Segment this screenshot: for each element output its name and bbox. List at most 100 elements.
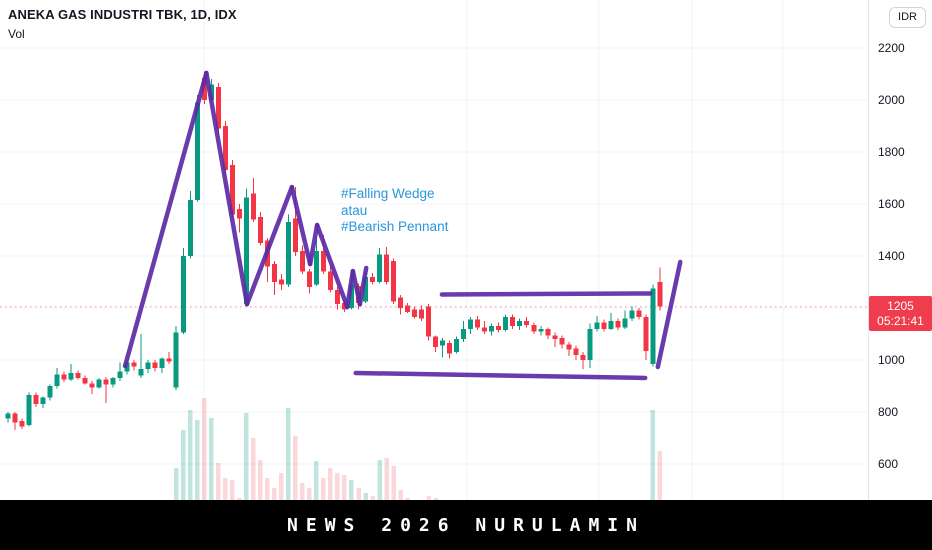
candle-body[interactable] (159, 358, 165, 368)
candle-body[interactable] (363, 276, 369, 302)
candle-body[interactable] (657, 282, 663, 307)
candle-body[interactable] (601, 322, 607, 329)
candle-body[interactable] (5, 413, 11, 419)
candle-body[interactable] (538, 328, 544, 332)
candle-body[interactable] (426, 306, 432, 337)
candle-body[interactable] (103, 379, 109, 385)
candle-body[interactable] (180, 256, 186, 333)
symbol-title[interactable]: ANEKA GAS INDUSTRI TBK, 1D, IDX (8, 7, 237, 22)
candle-body[interactable] (608, 321, 614, 329)
candle-body[interactable] (573, 348, 579, 355)
candle-body[interactable] (643, 317, 649, 351)
candle-body[interactable] (636, 310, 642, 318)
candle-body[interactable] (594, 322, 600, 329)
candle-body[interactable] (68, 373, 74, 380)
candle-body[interactable] (173, 332, 179, 388)
candle-body[interactable] (496, 326, 502, 331)
candle-body[interactable] (145, 362, 151, 370)
trendline[interactable] (439, 291, 653, 297)
trendline[interactable] (122, 70, 209, 369)
candle-body[interactable] (33, 395, 39, 405)
candle-body[interactable] (419, 309, 425, 319)
candle-body[interactable] (552, 335, 558, 340)
trendline[interactable] (289, 184, 313, 267)
candle-body[interactable] (348, 284, 354, 308)
candle-body[interactable] (475, 319, 481, 328)
candle-body[interactable] (433, 336, 439, 347)
candle-body[interactable] (412, 309, 418, 318)
candle-body[interactable] (299, 250, 305, 272)
candle-body[interactable] (166, 358, 172, 362)
candle-body[interactable] (391, 261, 397, 302)
currency-toggle-button[interactable]: IDR (889, 7, 926, 28)
candle-body[interactable] (524, 321, 530, 325)
candle-body[interactable] (215, 87, 221, 129)
candle-body[interactable] (54, 374, 60, 386)
candle-body[interactable] (124, 362, 130, 372)
price-axis[interactable]: 2200200018001600140012001000800600 (868, 0, 932, 500)
candle-body[interactable] (19, 421, 25, 427)
chart-annotation-text[interactable]: #Falling Wedge atau #Bearish Pennant (341, 186, 448, 236)
candle-body[interactable] (482, 327, 488, 332)
candle-body[interactable] (341, 302, 347, 310)
candle-body[interactable] (377, 254, 383, 282)
candle-body[interactable] (405, 305, 411, 312)
candle-body[interactable] (566, 344, 572, 350)
candle-body[interactable] (440, 340, 446, 346)
trendline[interactable] (314, 222, 350, 310)
candle-body[interactable] (461, 328, 467, 340)
candle-body[interactable] (489, 326, 495, 332)
trendline[interactable] (655, 259, 683, 370)
candle-body[interactable] (271, 263, 277, 282)
candle-body[interactable] (278, 279, 284, 285)
candle-body[interactable] (327, 271, 333, 290)
candle-body[interactable] (313, 250, 319, 285)
candle-body[interactable] (510, 317, 516, 327)
candle-body[interactable] (615, 321, 621, 328)
candle-body[interactable] (629, 310, 635, 319)
trendline[interactable] (357, 265, 369, 307)
candle-body[interactable] (12, 413, 18, 423)
candle-body[interactable] (622, 318, 628, 328)
candle-body[interactable] (306, 271, 312, 288)
candle-body[interactable] (194, 102, 200, 201)
candle-body[interactable] (26, 395, 32, 425)
candle-body[interactable] (40, 397, 46, 405)
candle-body[interactable] (545, 328, 551, 336)
trendline[interactable] (353, 370, 648, 381)
candle-body[interactable] (89, 383, 95, 388)
candle-body[interactable] (580, 354, 586, 360)
candle-body[interactable] (370, 276, 376, 282)
candle-body[interactable] (292, 218, 298, 253)
candle-body[interactable] (96, 379, 102, 388)
trendline[interactable] (204, 70, 250, 307)
candle-body[interactable] (229, 165, 235, 215)
candle-body[interactable] (384, 254, 390, 282)
candle-body[interactable] (152, 362, 158, 368)
candle-body[interactable] (75, 373, 81, 379)
candle-body[interactable] (187, 200, 193, 256)
trendline[interactable] (307, 222, 320, 267)
candle-body[interactable] (110, 378, 116, 385)
last-price-label[interactable]: 1205 05:21:41 (869, 296, 932, 331)
candle-body[interactable] (138, 369, 144, 376)
candle-body[interactable] (503, 317, 509, 331)
candle-body[interactable] (454, 339, 460, 353)
candle-body[interactable] (447, 343, 453, 354)
candle-body[interactable] (320, 250, 326, 272)
candle-body[interactable] (650, 288, 656, 364)
price-chart-canvas[interactable] (0, 0, 932, 500)
candle-body[interactable] (222, 126, 228, 171)
volume-indicator-label[interactable]: Vol (8, 27, 25, 41)
candle-body[interactable] (587, 328, 593, 360)
candle-body[interactable] (243, 197, 249, 305)
candle-body[interactable] (334, 289, 340, 305)
candle-body[interactable] (531, 324, 537, 332)
candle-body[interactable] (517, 321, 523, 327)
trendline[interactable] (244, 184, 295, 307)
candle-body[interactable] (236, 209, 242, 219)
candle-body[interactable] (131, 362, 137, 367)
candle-body[interactable] (82, 378, 88, 384)
candle-body[interactable] (398, 297, 404, 308)
candle-body[interactable] (250, 193, 256, 220)
